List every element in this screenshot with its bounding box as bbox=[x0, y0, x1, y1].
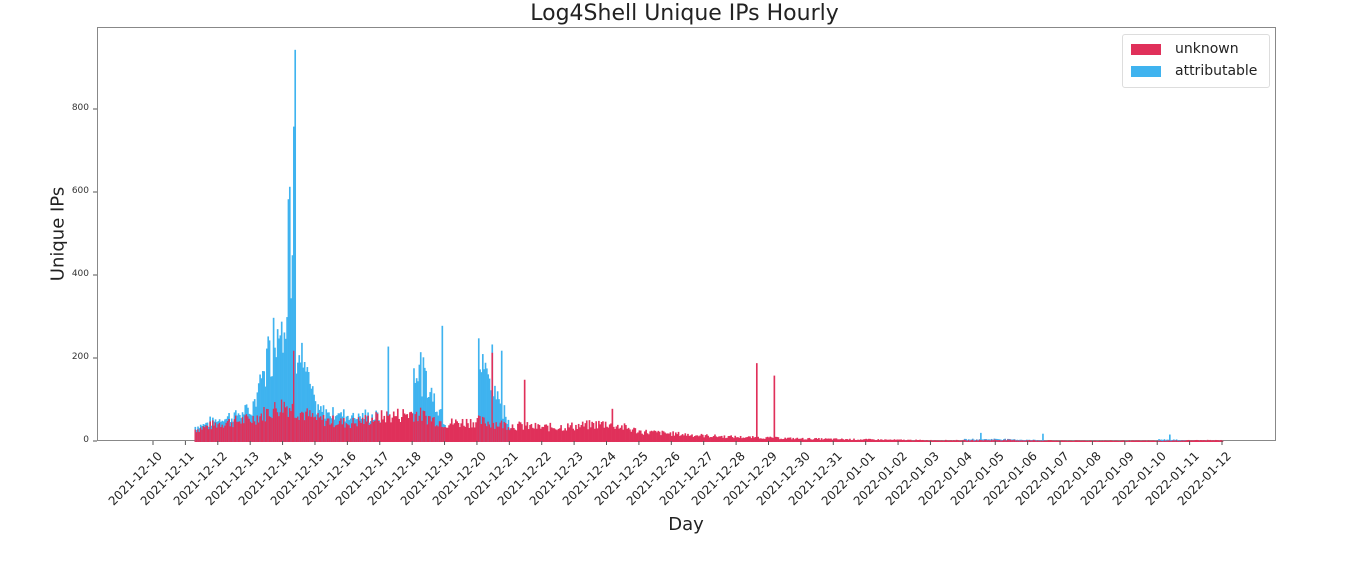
y-tick-label: 0 bbox=[83, 435, 89, 445]
legend-label-unknown: unknown bbox=[1175, 41, 1239, 57]
plot-area bbox=[97, 27, 1276, 442]
legend: unknown attributable bbox=[1122, 34, 1270, 88]
y-tick-label: 800 bbox=[71, 103, 89, 113]
chart-title: Log4Shell Unique IPs Hourly bbox=[530, 1, 839, 26]
legend-swatch-attributable bbox=[1131, 65, 1161, 77]
y-tick-label: 600 bbox=[71, 186, 89, 196]
legend-label-attributable: attributable bbox=[1175, 63, 1258, 79]
y-tick-label: 400 bbox=[71, 269, 89, 279]
x-axis-label: Day bbox=[668, 514, 704, 535]
legend-item-unknown: unknown bbox=[1131, 40, 1239, 58]
y-axis-label: Unique IPs bbox=[47, 186, 69, 282]
y-tick-label: 200 bbox=[71, 352, 89, 362]
bars-layer bbox=[194, 49, 1224, 442]
legend-swatch-unknown bbox=[1131, 43, 1161, 55]
legend-item-attributable: attributable bbox=[1131, 62, 1257, 80]
